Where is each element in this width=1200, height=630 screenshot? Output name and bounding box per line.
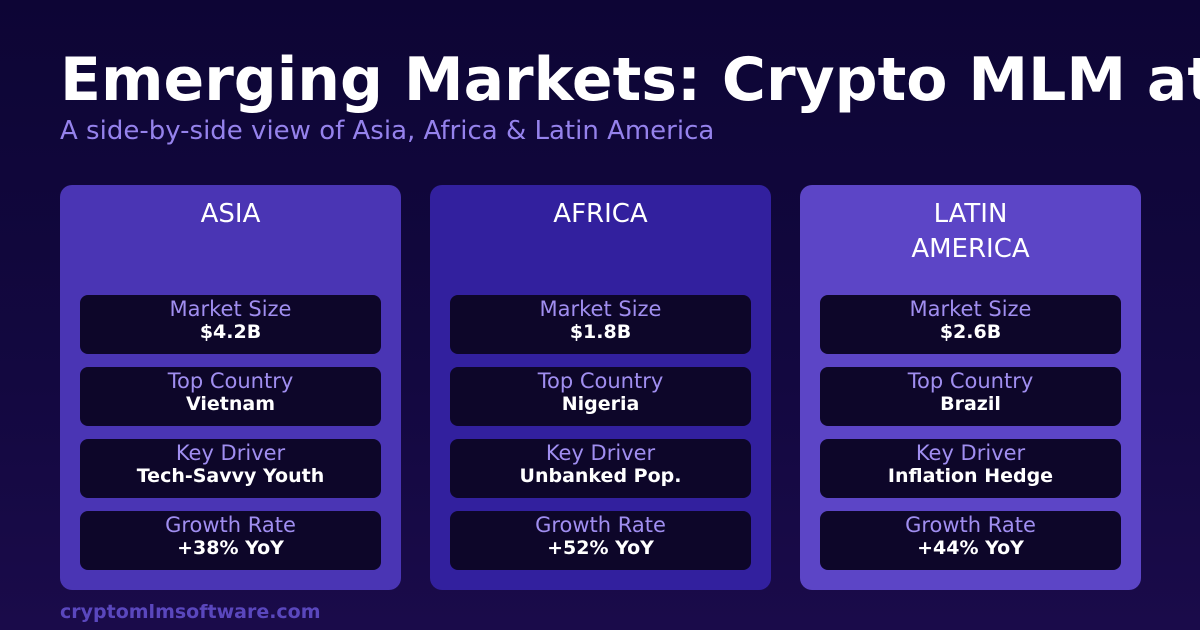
stat-label: Growth Rate [905, 513, 1036, 537]
stat-label: Key Driver [545, 441, 656, 465]
stat-market-size: Market Size $4.2B [80, 295, 381, 354]
stat-value: +52% YoY [547, 537, 654, 559]
stat-growth-rate: Growth Rate +52% YoY [450, 511, 751, 570]
stat-value: $4.2B [199, 321, 262, 343]
stat-market-size: Market Size $2.6B [820, 295, 1121, 354]
stat-label: Growth Rate [535, 513, 666, 537]
stat-market-size: Market Size $1.8B [450, 295, 751, 354]
page-title: Emerging Markets: Crypto MLM at [60, 45, 1200, 115]
stat-label: Market Size [539, 297, 662, 321]
page-subtitle: A side-by-side view of Asia, Africa & La… [60, 116, 715, 146]
stat-value: +38% YoY [177, 537, 284, 559]
stat-value: $1.8B [569, 321, 632, 343]
region-card-asia: ASIA Market Size $4.2B Top Country Vietn… [60, 185, 401, 590]
stat-growth-rate: Growth Rate +38% YoY [80, 511, 381, 570]
stat-label: Growth Rate [165, 513, 296, 537]
stat-top-country: Top Country Brazil [820, 367, 1121, 426]
stat-label: Key Driver [915, 441, 1026, 465]
stat-label: Market Size [169, 297, 292, 321]
region-card-latin-america: LATIN AMERICA Market Size $2.6B Top Coun… [800, 185, 1141, 590]
stat-value: Nigeria [561, 393, 640, 415]
region-title: AFRICA [553, 199, 648, 229]
stat-value: +44% YoY [917, 537, 1024, 559]
region-title: LATIN AMERICA [911, 199, 1030, 264]
stat-value: Brazil [940, 393, 1001, 415]
region-title: ASIA [200, 199, 261, 229]
stat-label: Key Driver [175, 441, 286, 465]
stat-value: Inflation Hedge [887, 465, 1054, 487]
region-card-africa: AFRICA Market Size $1.8B Top Country Nig… [430, 185, 771, 590]
stat-key-driver: Key Driver Unbanked Pop. [450, 439, 751, 498]
stat-value: Tech-Savvy Youth [136, 465, 325, 487]
stat-label: Top Country [167, 369, 294, 393]
footer-site-url: cryptomlmsoftware.com [60, 601, 321, 623]
stat-label: Top Country [537, 369, 664, 393]
stat-top-country: Top Country Nigeria [450, 367, 751, 426]
stat-value: Vietnam [186, 393, 275, 415]
stat-top-country: Top Country Vietnam [80, 367, 381, 426]
stat-key-driver: Key Driver Tech-Savvy Youth [80, 439, 381, 498]
stat-label: Top Country [907, 369, 1034, 393]
stat-value: Unbanked Pop. [519, 465, 682, 487]
stat-label: Market Size [909, 297, 1032, 321]
stat-key-driver: Key Driver Inflation Hedge [820, 439, 1121, 498]
stat-growth-rate: Growth Rate +44% YoY [820, 511, 1121, 570]
stat-value: $2.6B [939, 321, 1002, 343]
